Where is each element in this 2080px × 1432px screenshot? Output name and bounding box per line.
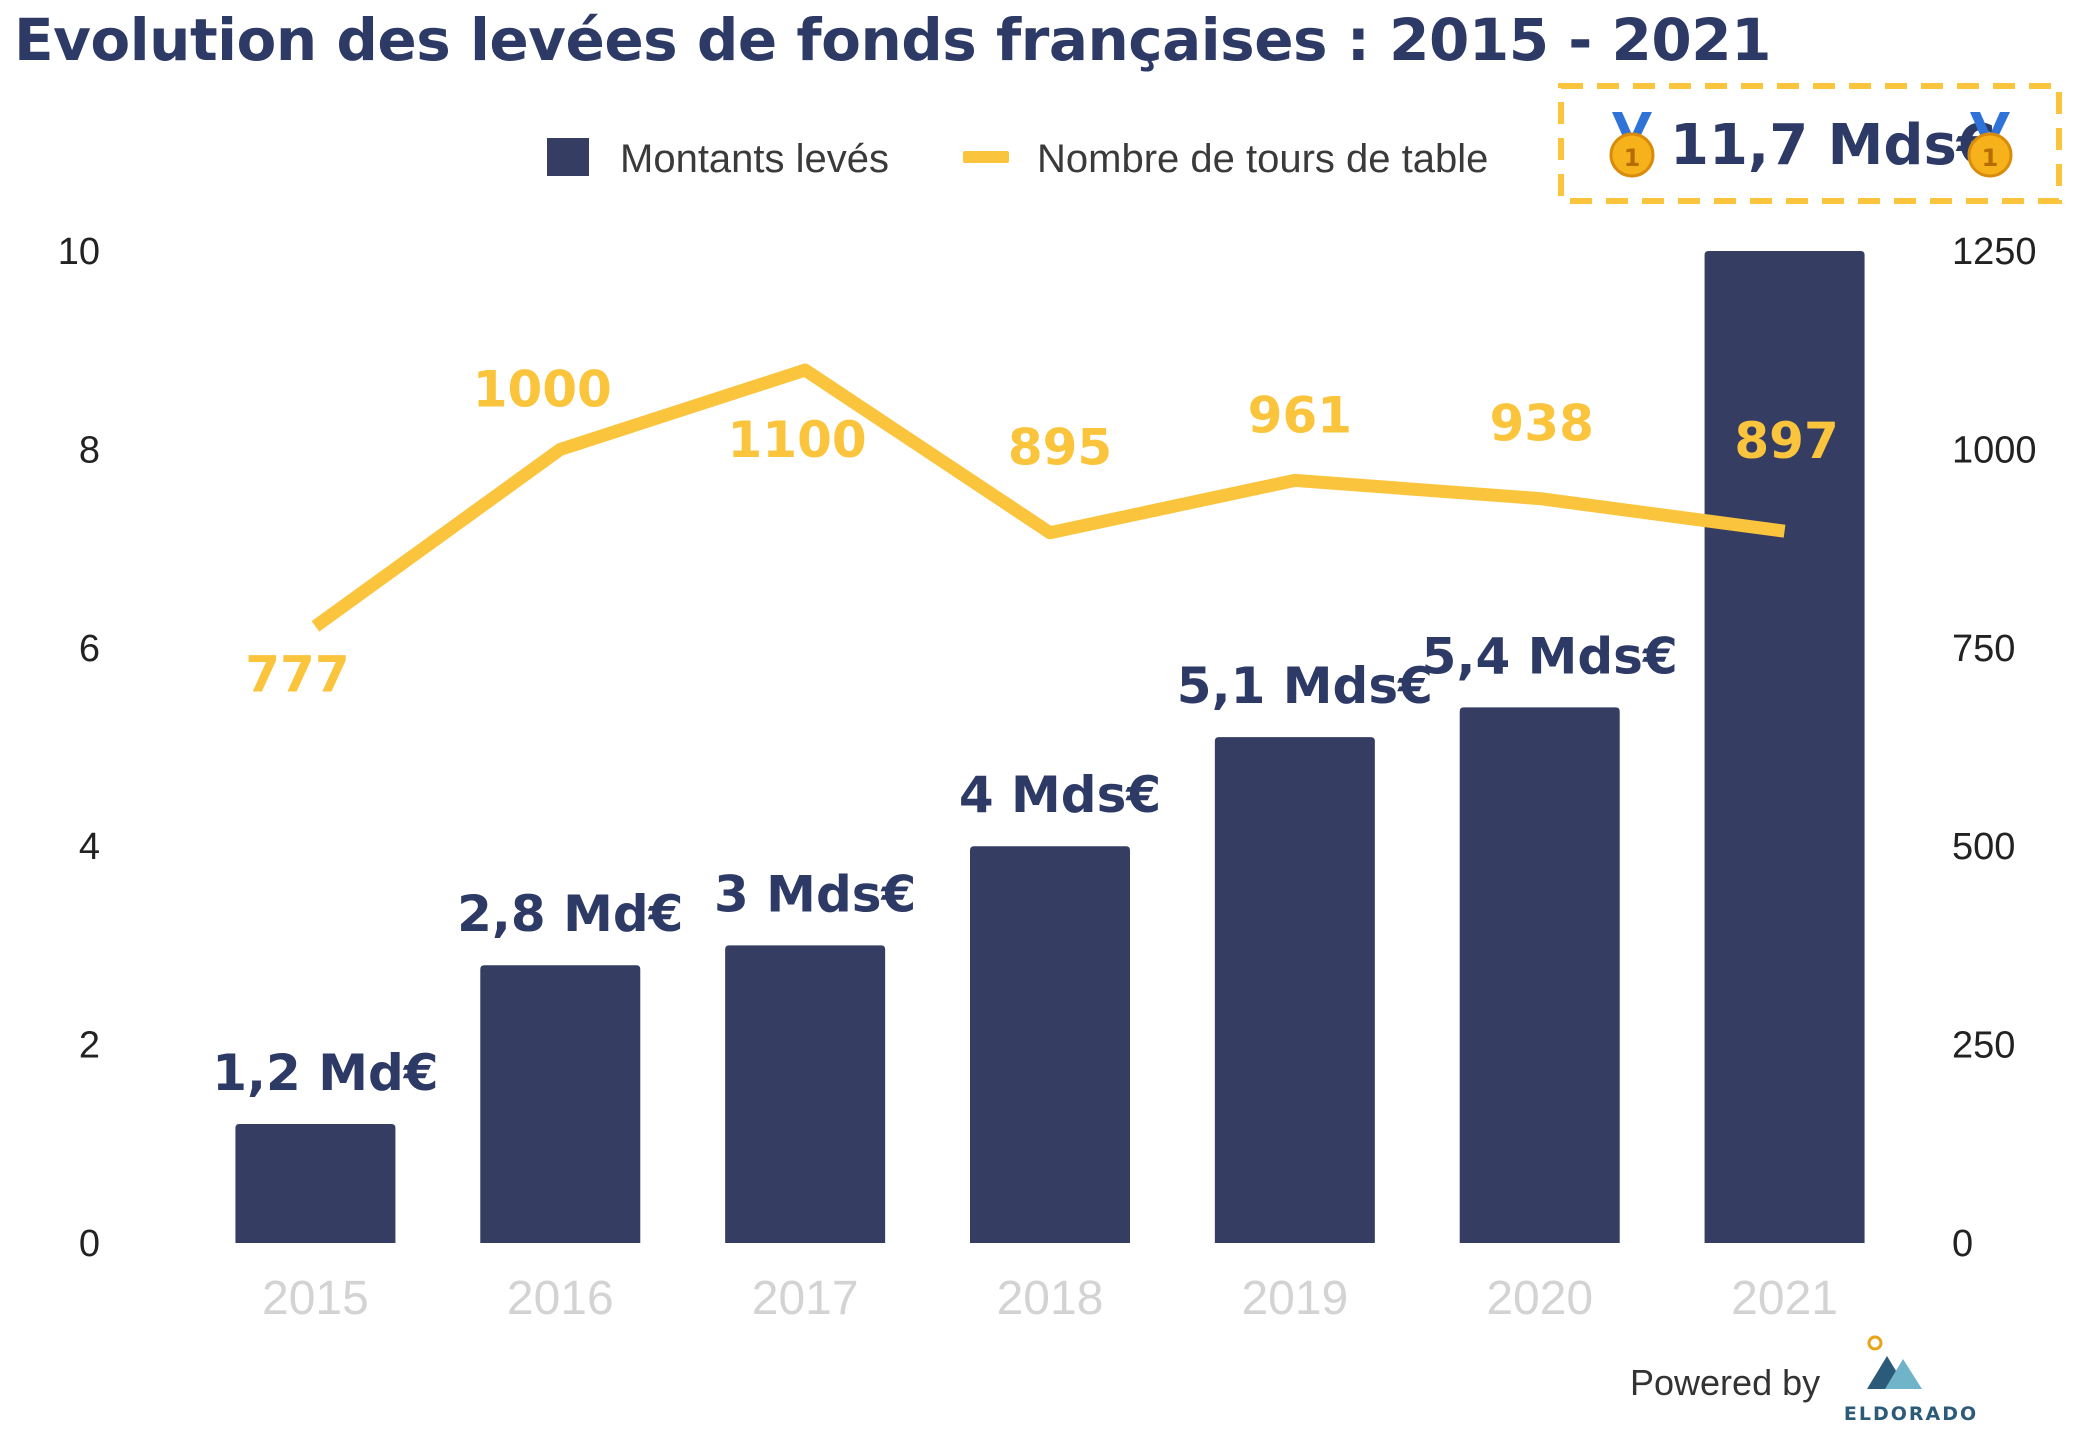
highlight-box: 1 11,7 Mds€ 1 <box>1558 83 2062 204</box>
x-axis-tick-label: 2017 <box>752 1272 859 1325</box>
line-data-label: 895 <box>1008 419 1112 477</box>
bar-data-label: 2,8 Md€ <box>457 885 683 943</box>
line-point-2021 <box>1784 530 1786 532</box>
eldorado-logo-icon <box>1867 1335 1922 1389</box>
highlight-value: 11,7 Mds€ <box>1670 113 1996 178</box>
bar-data-label: 1,2 Md€ <box>212 1044 438 1102</box>
legend-label-bars: Montants levés <box>620 137 889 181</box>
x-axis-tick-label: 2019 <box>1241 1272 1348 1325</box>
right-axis-tick-label: 1250 <box>1952 231 2037 273</box>
footer: Powered by ELDORADO <box>1630 1335 1978 1425</box>
bar-series <box>235 251 1865 1243</box>
line-point-2017 <box>804 369 806 371</box>
legend-swatch-line <box>963 151 1009 163</box>
brand-name: ELDORADO <box>1844 1403 1978 1425</box>
bar-2020 <box>1459 707 1620 1243</box>
left-axis: 0 2 4 6 8 10 <box>58 231 100 1265</box>
bar-data-label: 3 Mds€ <box>714 865 916 923</box>
right-axis-tick-label: 0 <box>1952 1223 1973 1265</box>
line-point-2020 <box>1539 498 1541 500</box>
bar-2021 <box>1704 251 1865 1243</box>
line-data-label: 961 <box>1248 386 1352 444</box>
line-data-label: 1000 <box>473 360 612 418</box>
bar-2019 <box>1214 737 1375 1243</box>
line-tours-de-table <box>311 363 1786 632</box>
x-axis-tick-label: 2016 <box>507 1272 614 1325</box>
line-series <box>311 363 1786 632</box>
highlight-border <box>1558 83 2062 204</box>
line-point-2016 <box>559 448 561 450</box>
bar-data-label: 4 Mds€ <box>959 766 1161 824</box>
legend-swatch-bars <box>547 138 589 176</box>
line-data-label: 897 <box>1734 412 1838 470</box>
left-axis-tick-label: 2 <box>79 1025 100 1067</box>
left-axis-tick-label: 4 <box>79 826 100 868</box>
left-axis-tick-label: 8 <box>79 429 100 471</box>
right-axis-tick-label: 750 <box>1952 628 2015 670</box>
bar-data-label: 5,1 Mds€ <box>1177 657 1433 715</box>
left-axis-tick-label: 0 <box>79 1223 100 1265</box>
x-axis-tick-label: 2015 <box>262 1272 369 1325</box>
right-axis: 0 250 500 750 1000 1250 <box>1952 231 2037 1265</box>
bar-2015 <box>235 1123 396 1243</box>
powered-by-text: Powered by <box>1630 1362 1820 1403</box>
bar-labels: 1,2 Md€ 2,8 Md€ 3 Mds€ 4 Mds€ 5,1 Mds€5,4 Md… <box>212 627 1677 1102</box>
bar-2017 <box>725 945 886 1243</box>
left-axis-tick-label: 6 <box>79 628 100 670</box>
right-axis-tick-label: 1000 <box>1952 429 2037 471</box>
svg-text:1: 1 <box>1982 144 1999 172</box>
line-data-label: 938 <box>1490 395 1594 453</box>
line-data-label: 1100 <box>728 411 867 469</box>
right-axis-tick-label: 250 <box>1952 1025 2015 1067</box>
x-axis-tick-label: 2020 <box>1486 1272 1593 1325</box>
right-axis-tick-label: 500 <box>1952 826 2015 868</box>
x-axis: 2015 2016 2017 2018 2019 2020 2021 <box>262 1272 1838 1325</box>
gold-medal-icon: 1 <box>1609 112 1655 178</box>
bar-2016 <box>480 965 641 1243</box>
x-axis-tick-label: 2018 <box>997 1272 1104 1325</box>
legend: Montants levés Nombre de tours de table <box>547 137 1488 181</box>
line-point-2015 <box>314 625 316 627</box>
legend-label-line: Nombre de tours de table <box>1037 137 1488 181</box>
chart-title: Evolution des levées de fonds françaises… <box>14 6 1771 74</box>
left-axis-tick-label: 10 <box>58 231 100 273</box>
line-data-label: 777 <box>245 645 349 703</box>
bar-2018 <box>970 846 1130 1243</box>
bar-data-label: 5,4 Mds€ <box>1422 627 1678 685</box>
line-point-2018 <box>1049 532 1051 534</box>
svg-text:1: 1 <box>1624 144 1641 172</box>
x-axis-tick-label: 2021 <box>1731 1272 1838 1325</box>
gold-medal-icon: 1 <box>1967 112 2013 178</box>
line-point-2019 <box>1294 479 1296 481</box>
line-labels: 777 1000 1100 895 961 938 897 <box>245 360 1839 703</box>
